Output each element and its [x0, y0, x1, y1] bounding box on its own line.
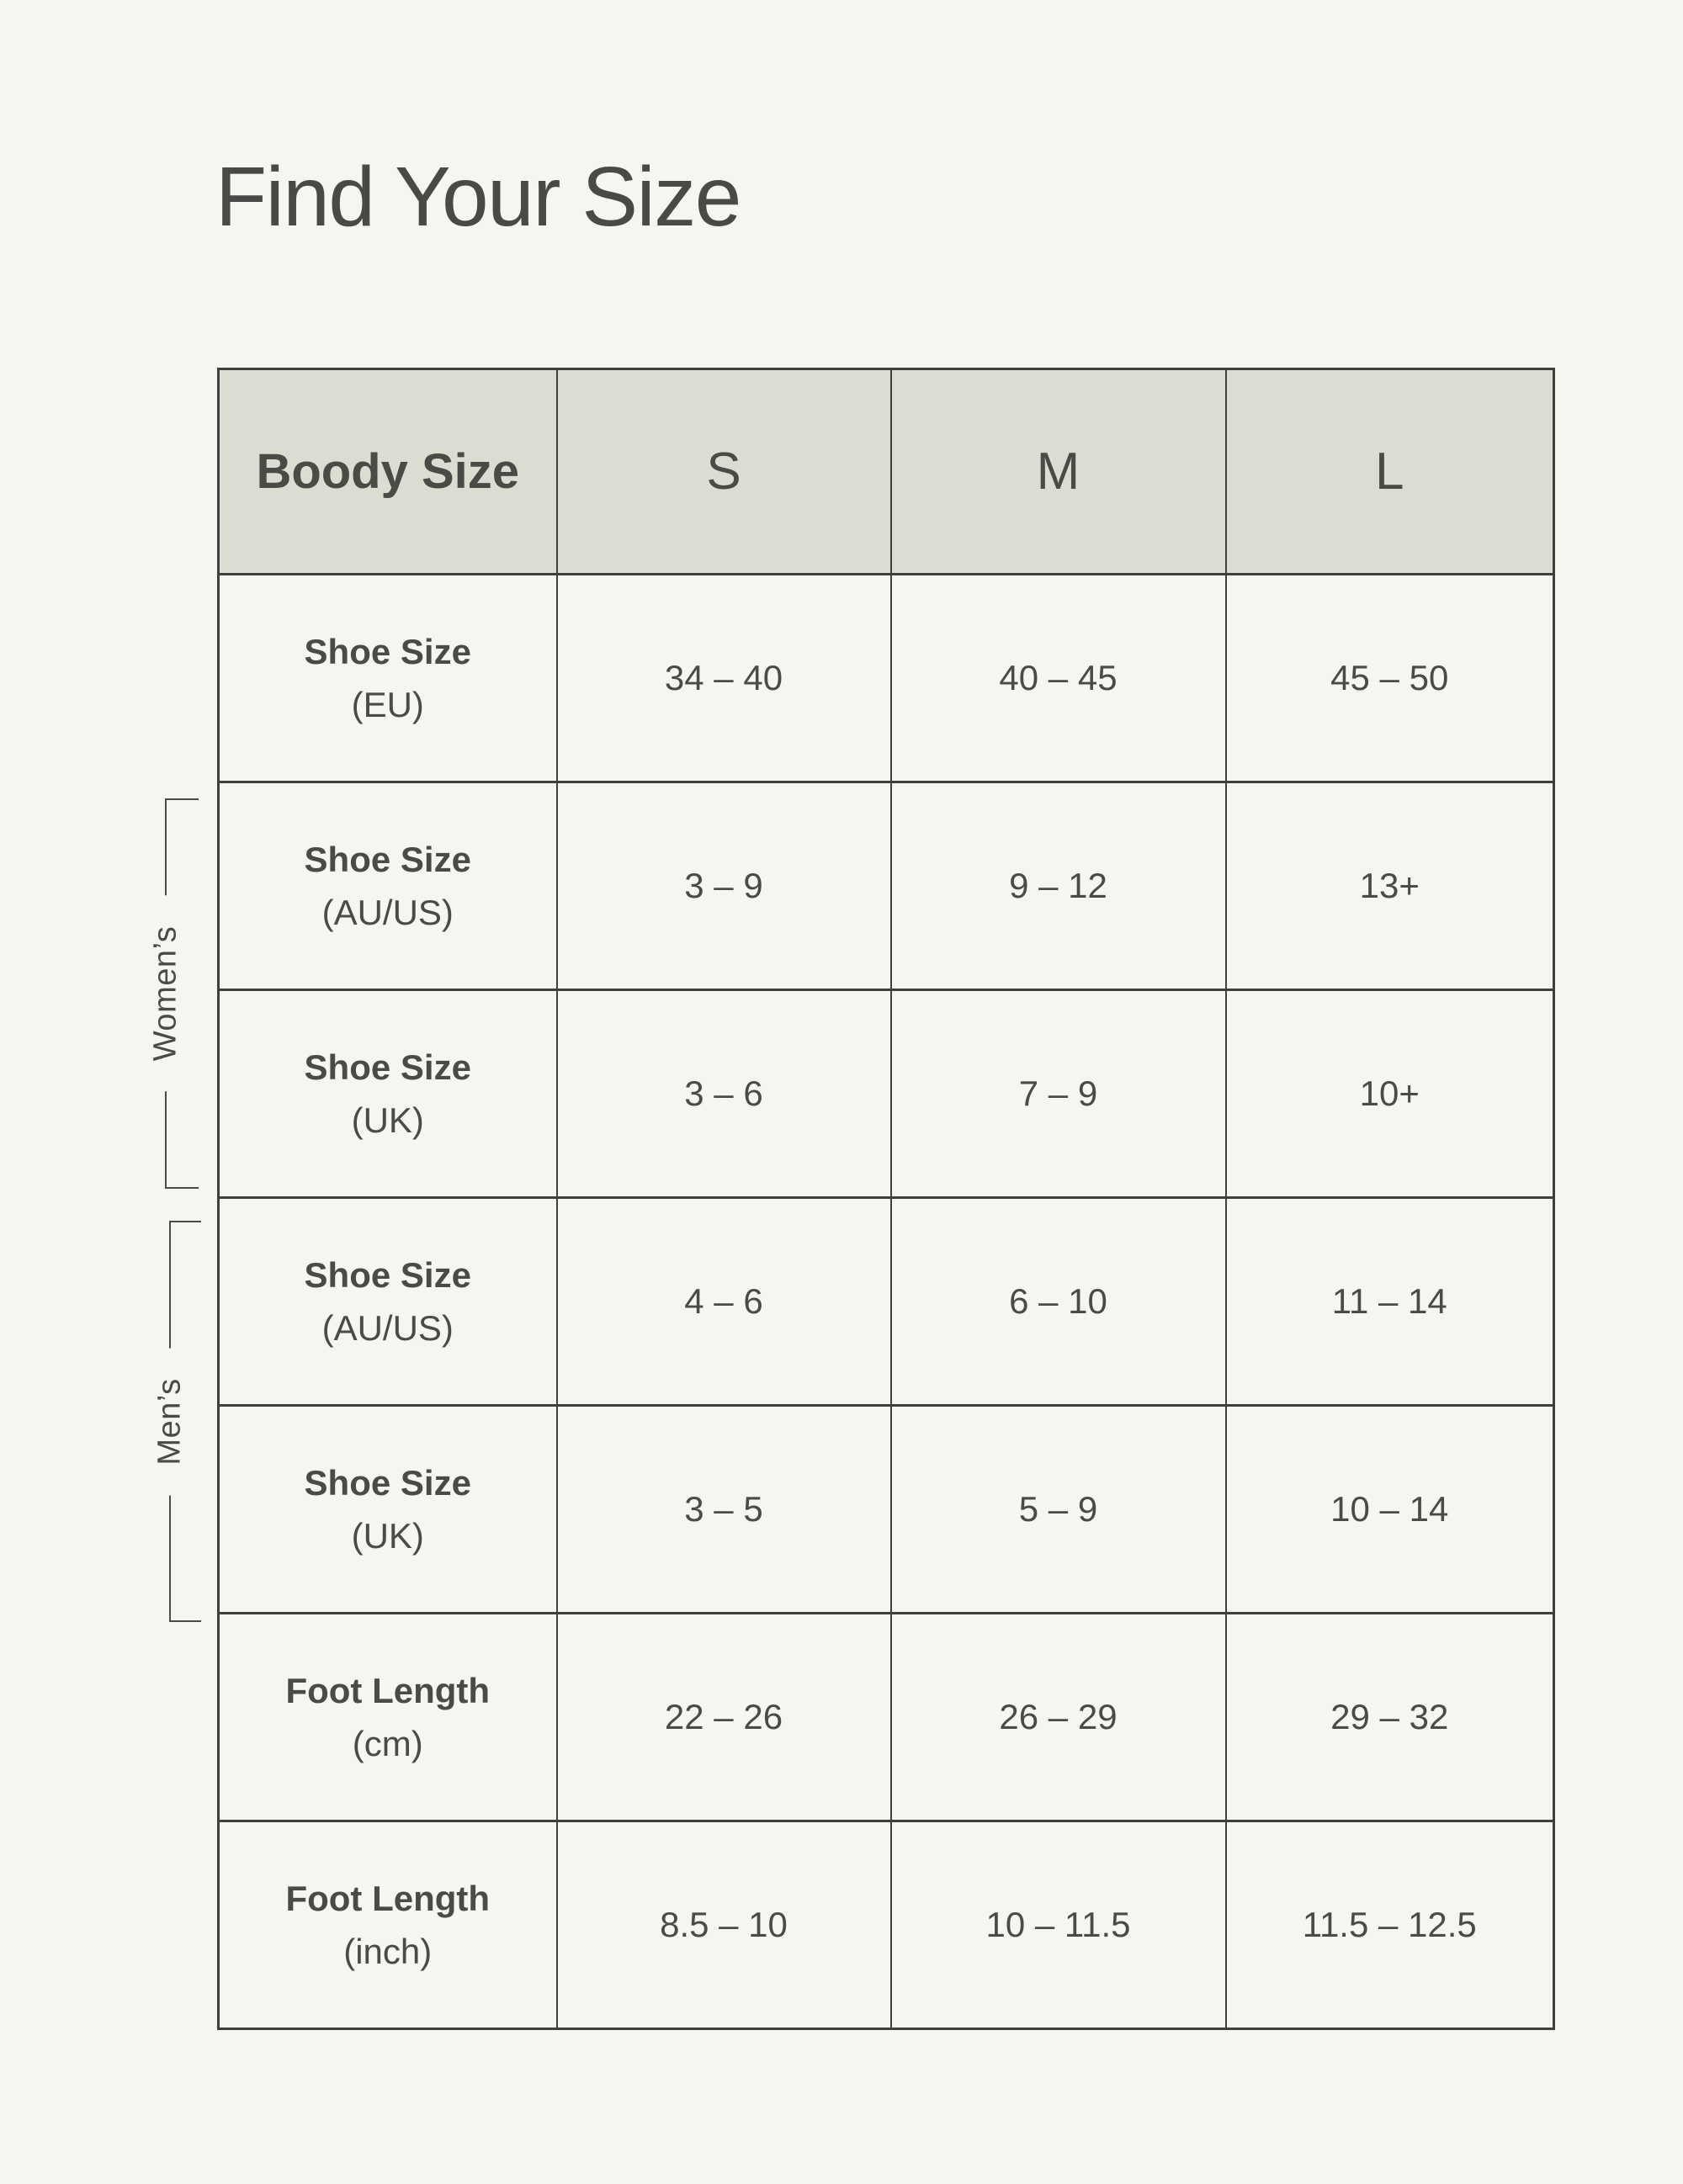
- table-header-row: Boody Size S M L: [217, 368, 1555, 575]
- cell-value-m: 9 – 12: [889, 781, 1227, 991]
- cell-value-m: 40 – 45: [889, 573, 1227, 783]
- row-unit: (EU): [351, 685, 424, 724]
- row-label-cell: Shoe Size (EU): [217, 573, 558, 783]
- cell-value-l: 10+: [1224, 989, 1555, 1199]
- table-row-shoe-size-uk-mens: Shoe Size (UK) 3 – 5 5 – 9 10 – 14: [217, 1404, 1555, 1614]
- row-label-cell: Shoe Size (AU/US): [217, 1196, 558, 1407]
- cell-value-m: 10 – 11.5: [889, 1820, 1227, 2030]
- row-unit: (UK): [351, 1100, 424, 1140]
- row-unit: (inch): [343, 1932, 433, 1971]
- header-cell-size-s: S: [555, 368, 892, 575]
- header-cell-size-m: M: [889, 368, 1227, 575]
- cell-value-s: 3 – 5: [555, 1404, 892, 1614]
- cell-value-l: 11 – 14: [1224, 1196, 1555, 1407]
- womens-rows-bracket: Women’s: [147, 798, 199, 1189]
- row-label-cell: Shoe Size (AU/US): [217, 781, 558, 991]
- cell-value-m: 6 – 10: [889, 1196, 1227, 1407]
- table-row-shoe-size-uk-womens: Shoe Size (UK) 3 – 6 7 – 9 10+: [217, 989, 1555, 1199]
- row-label: Shoe Size: [304, 840, 471, 879]
- cell-value-m: 5 – 9: [889, 1404, 1227, 1614]
- row-unit: (AU/US): [321, 1308, 454, 1348]
- row-label: Foot Length: [285, 1671, 491, 1710]
- row-label: Foot Length: [285, 1879, 491, 1918]
- row-unit: (AU/US): [321, 893, 454, 932]
- row-label-cell: Shoe Size (UK): [217, 1404, 558, 1614]
- row-unit: (cm): [352, 1724, 423, 1763]
- cell-value-m: 26 – 29: [889, 1612, 1227, 1822]
- row-label: Shoe Size: [304, 1463, 471, 1503]
- row-unit: (UK): [351, 1516, 424, 1556]
- header-cell-size-l: L: [1224, 368, 1555, 575]
- table-row-shoe-size-auus-womens: Shoe Size (AU/US) 3 – 9 9 – 12 13+: [217, 781, 1555, 991]
- table-row-foot-length-cm: Foot Length (cm) 22 – 26 26 – 29 29 – 32: [217, 1612, 1555, 1822]
- womens-group-label: Women’s: [147, 895, 184, 1092]
- cell-value-m: 7 – 9: [889, 989, 1227, 1199]
- size-chart-table: Boody Size S M L Shoe Size (EU) 34 – 40 …: [217, 368, 1555, 2030]
- row-label: Shoe Size: [304, 632, 471, 671]
- cell-value-l: 10 – 14: [1224, 1404, 1555, 1614]
- row-label-cell: Foot Length (inch): [217, 1820, 558, 2030]
- cell-value-l: 13+: [1224, 781, 1555, 991]
- cell-value-s: 34 – 40: [555, 573, 892, 783]
- cell-value-l: 29 – 32: [1224, 1612, 1555, 1822]
- cell-value-s: 8.5 – 10: [555, 1820, 892, 2030]
- cell-value-l: 11.5 – 12.5: [1224, 1820, 1555, 2030]
- row-label: Shoe Size: [304, 1047, 471, 1087]
- table-row-foot-length-inch: Foot Length (inch) 8.5 – 10 10 – 11.5 11…: [217, 1820, 1555, 2030]
- row-label-cell: Shoe Size (UK): [217, 989, 558, 1199]
- row-label-cell: Foot Length (cm): [217, 1612, 558, 1822]
- table-row-shoe-size-auus-mens: Shoe Size (AU/US) 4 – 6 6 – 10 11 – 14: [217, 1196, 1555, 1407]
- cell-value-s: 4 – 6: [555, 1196, 892, 1407]
- page-title: Find Your Size: [215, 150, 741, 244]
- cell-value-s: 22 – 26: [555, 1612, 892, 1822]
- cell-value-s: 3 – 9: [555, 781, 892, 991]
- row-label: Shoe Size: [304, 1255, 471, 1295]
- header-cell-boody-size: Boody Size: [217, 368, 558, 575]
- mens-rows-bracket: Men’s: [151, 1221, 201, 1622]
- cell-value-s: 3 – 6: [555, 989, 892, 1199]
- mens-group-label: Men’s: [151, 1347, 188, 1496]
- table-row-shoe-size-eu: Shoe Size (EU) 34 – 40 40 – 45 45 – 50: [217, 573, 1555, 783]
- cell-value-l: 45 – 50: [1224, 573, 1555, 783]
